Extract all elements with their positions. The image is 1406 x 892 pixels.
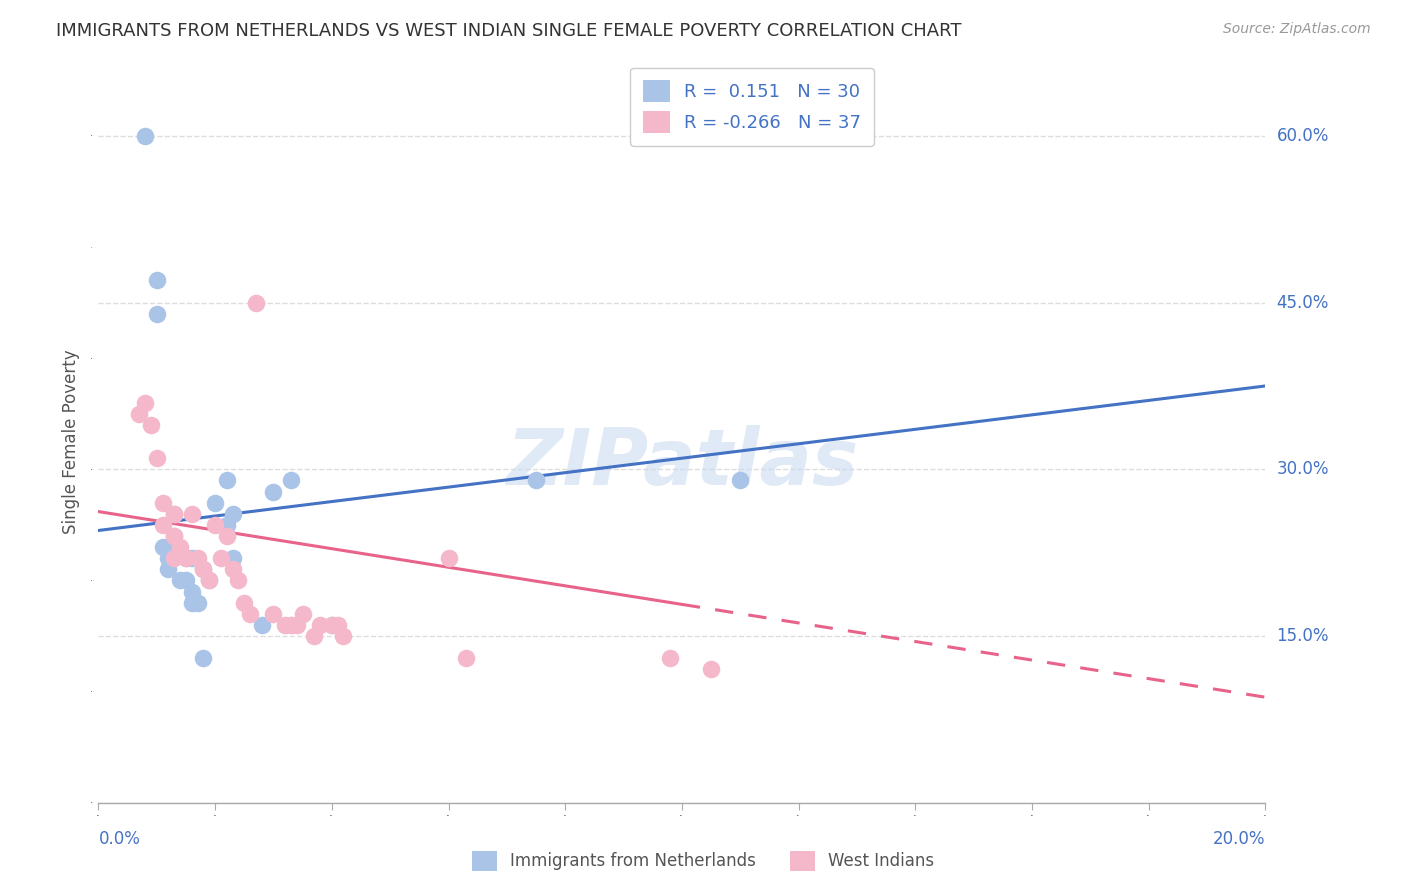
Point — [198, 574, 221, 588]
Point — [163, 507, 186, 521]
Point — [146, 307, 169, 321]
Point — [700, 662, 723, 676]
Point — [221, 562, 243, 576]
Point — [437, 551, 460, 566]
Point — [163, 551, 186, 566]
Point — [128, 407, 150, 421]
Point — [174, 574, 197, 588]
Text: 45.0%: 45.0% — [1277, 293, 1329, 311]
Point — [215, 529, 238, 543]
Point — [152, 496, 174, 510]
Point — [193, 562, 215, 576]
Point — [187, 551, 209, 566]
Point — [193, 651, 215, 665]
Text: IMMIGRANTS FROM NETHERLANDS VS WEST INDIAN SINGLE FEMALE POVERTY CORRELATION CHA: IMMIGRANTS FROM NETHERLANDS VS WEST INDI… — [56, 22, 962, 40]
Point — [174, 551, 197, 566]
Point — [215, 474, 238, 488]
Point — [169, 574, 191, 588]
Point — [163, 529, 186, 543]
Point — [233, 596, 256, 610]
Point — [180, 596, 202, 610]
Point — [180, 551, 202, 566]
Point — [193, 562, 215, 576]
Point — [157, 551, 180, 566]
Point — [157, 562, 180, 576]
Point — [309, 618, 332, 632]
Point — [152, 517, 174, 532]
Point — [163, 529, 186, 543]
Point — [659, 651, 682, 665]
Point — [262, 484, 284, 499]
Point — [274, 618, 297, 632]
Point — [228, 574, 250, 588]
Point — [239, 607, 262, 621]
Point — [321, 618, 343, 632]
Text: 30.0%: 30.0% — [1277, 460, 1329, 478]
Point — [180, 584, 202, 599]
Point — [163, 507, 186, 521]
Legend: Immigrants from Netherlands, West Indians: Immigrants from Netherlands, West Indian… — [464, 842, 942, 880]
Point — [285, 618, 308, 632]
Point — [221, 507, 243, 521]
Point — [146, 273, 169, 287]
Point — [332, 629, 354, 643]
Point — [139, 417, 162, 432]
Point — [304, 629, 326, 643]
Legend: R =  0.151   N = 30, R = -0.266   N = 37: R = 0.151 N = 30, R = -0.266 N = 37 — [630, 68, 875, 146]
Point — [454, 651, 477, 665]
Point — [215, 517, 238, 532]
Point — [169, 540, 191, 554]
Point — [163, 540, 186, 554]
Point — [204, 496, 226, 510]
Text: Source: ZipAtlas.com: Source: ZipAtlas.com — [1223, 22, 1371, 37]
Point — [146, 451, 169, 466]
Point — [245, 295, 267, 310]
Text: 20.0%: 20.0% — [1213, 830, 1265, 848]
Text: 0.0%: 0.0% — [98, 830, 141, 848]
Point — [321, 618, 343, 632]
Point — [280, 618, 302, 632]
Point — [204, 517, 226, 532]
Y-axis label: Single Female Poverty: Single Female Poverty — [62, 350, 80, 533]
Point — [291, 607, 314, 621]
Point — [209, 551, 232, 566]
Point — [134, 128, 156, 143]
Point — [134, 395, 156, 409]
Text: 15.0%: 15.0% — [1277, 627, 1329, 645]
Point — [152, 540, 174, 554]
Point — [524, 474, 547, 488]
Point — [187, 596, 209, 610]
Point — [262, 607, 284, 621]
Point — [730, 474, 752, 488]
Text: 60.0%: 60.0% — [1277, 127, 1329, 145]
Text: ZIPatlas: ZIPatlas — [506, 425, 858, 501]
Point — [221, 551, 243, 566]
Point — [198, 574, 221, 588]
Point — [280, 474, 302, 488]
Point — [326, 618, 349, 632]
Point — [250, 618, 273, 632]
Point — [174, 551, 197, 566]
Point — [180, 507, 202, 521]
